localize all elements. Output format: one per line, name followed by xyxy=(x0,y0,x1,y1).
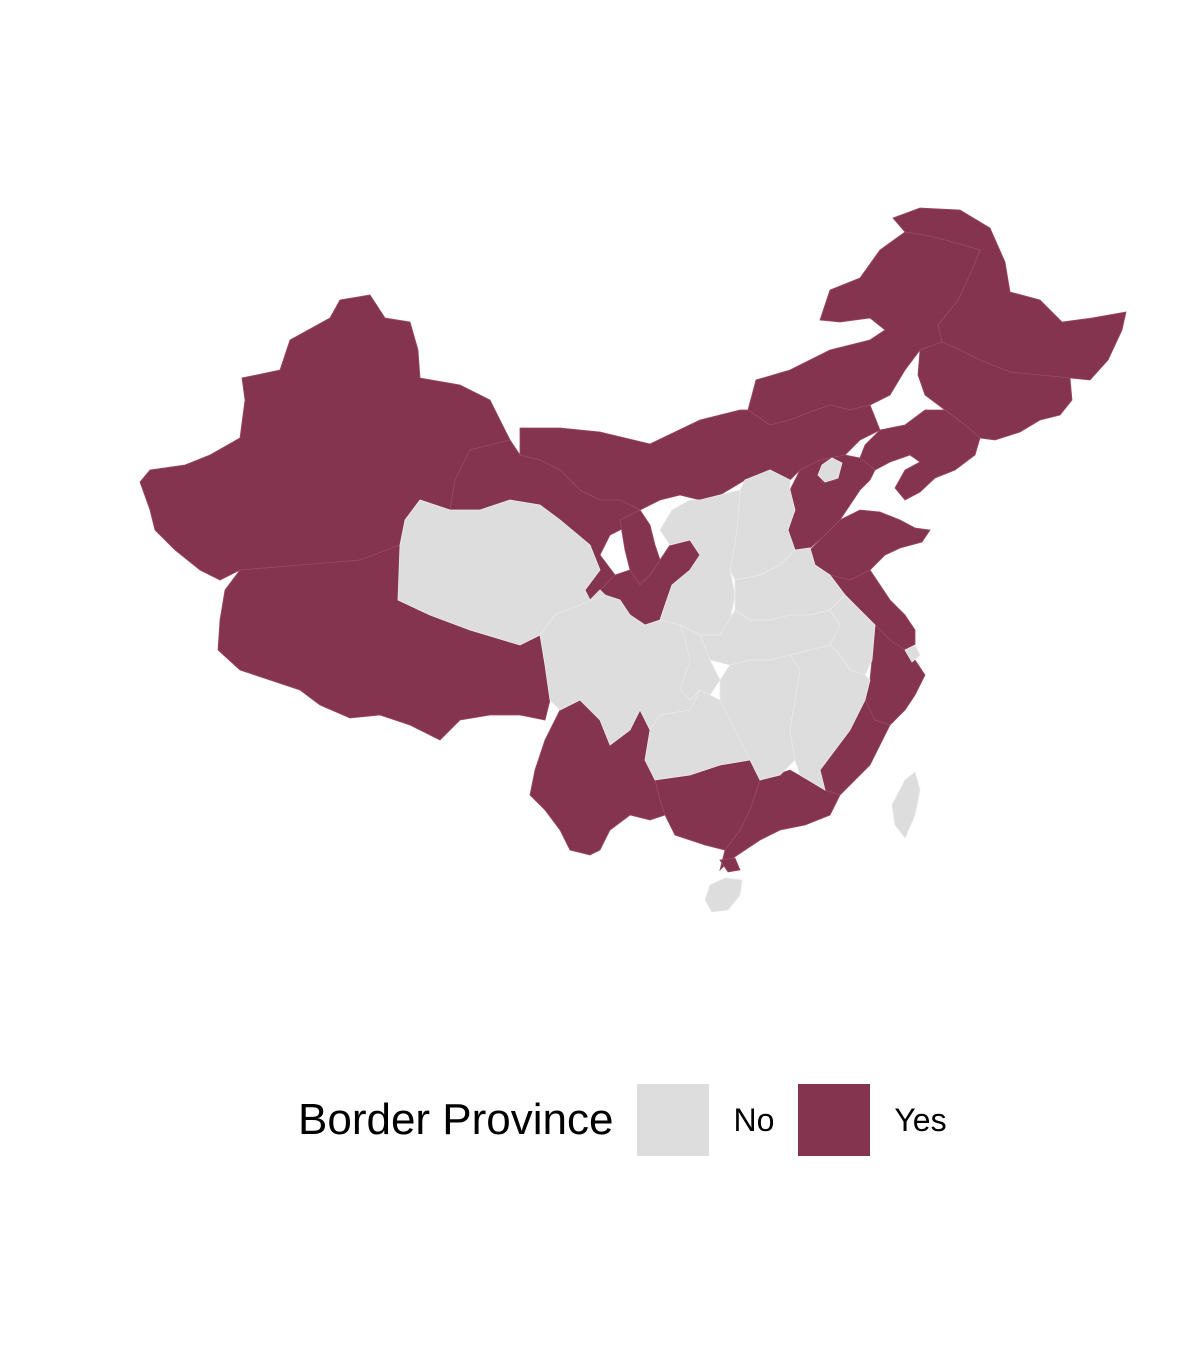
region-liaoning xyxy=(859,409,981,501)
legend-label-no: No xyxy=(733,1101,775,1138)
region-yunnan xyxy=(529,699,666,856)
region-xinjiang xyxy=(139,294,511,581)
region-beijing xyxy=(817,457,843,483)
region-qinghai xyxy=(397,499,606,646)
legend-swatch-no xyxy=(637,1084,710,1156)
legend-label-yes: Yes xyxy=(894,1101,947,1138)
legend-swatch-yes xyxy=(798,1084,871,1156)
interior-provinces xyxy=(397,457,921,913)
region-hainan-strait xyxy=(719,857,741,873)
region-jilin xyxy=(917,341,1073,441)
legend-title: Border Province xyxy=(298,1095,614,1144)
legend: Border Province No Yes xyxy=(298,1084,971,1156)
border-provinces xyxy=(139,207,1127,873)
region-hainan xyxy=(704,877,743,913)
region-jiangxi xyxy=(789,644,871,791)
region-guizhou xyxy=(644,689,751,781)
region-shanghai xyxy=(904,644,921,663)
region-taiwan xyxy=(891,771,921,839)
